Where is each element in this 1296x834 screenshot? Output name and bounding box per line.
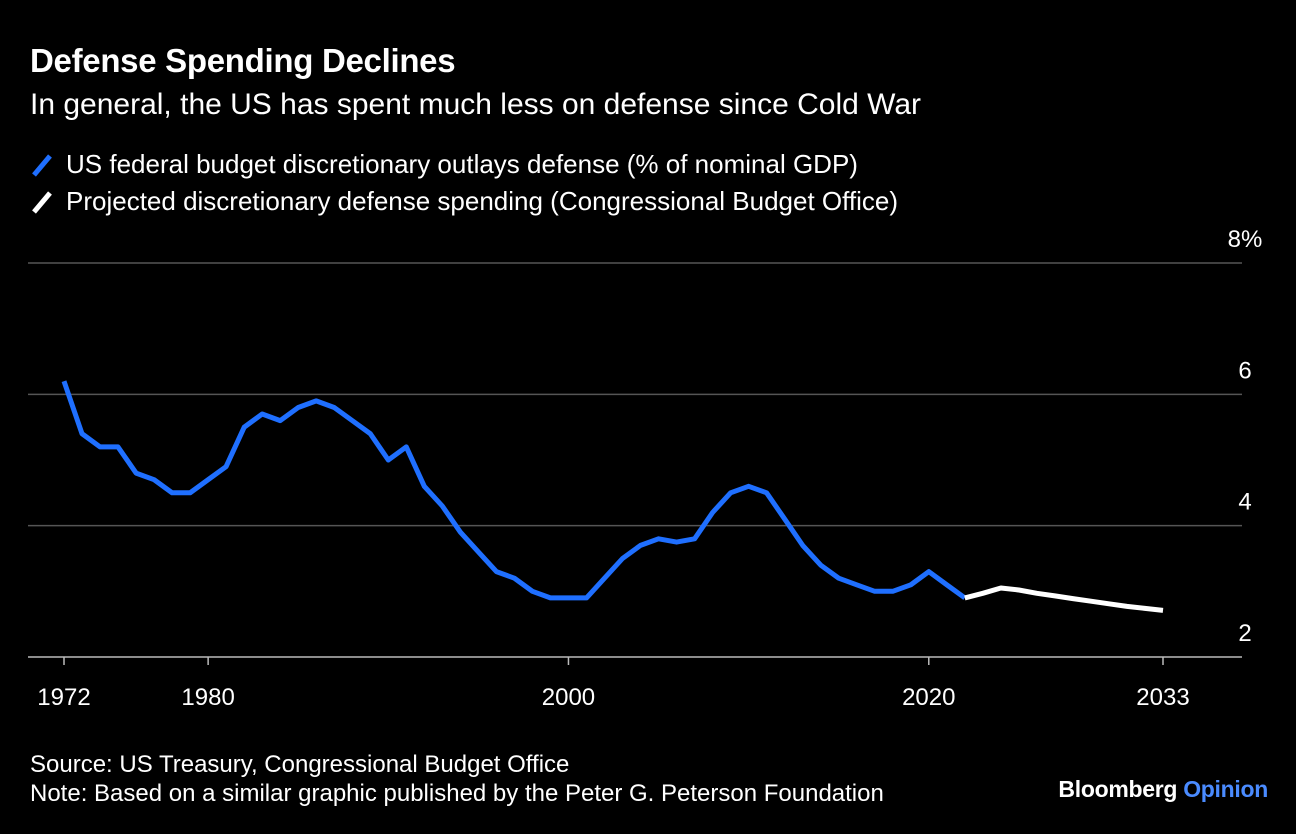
legend-item-actual: US federal budget discretionary outlays … <box>30 146 898 183</box>
axis-layer <box>63 657 1164 665</box>
brand-logo: Bloomberg Opinion <box>1058 776 1268 803</box>
chart-subtitle: In general, the US has spent much less o… <box>30 88 922 121</box>
legend-label-projected: Projected discretionary defense spending… <box>66 186 898 216</box>
methodology-note: Note: Based on a similar graphic publish… <box>30 780 884 807</box>
y-tick-label-4: 4 <box>1238 489 1251 516</box>
series-line-actual <box>61 380 967 601</box>
grid-layer <box>28 262 1242 658</box>
source-note: Source: US Treasury, Congressional Budge… <box>30 751 570 778</box>
series-line-projected <box>964 585 1164 613</box>
x-tick-label-2033: 2033 <box>1136 684 1189 711</box>
label-layer: 8% 6 4 2 1972 1980 2000 2020 2033 <box>37 226 1262 711</box>
legend-item-projected: Projected discretionary defense spending… <box>30 183 898 220</box>
y-tick-label-8: 8% <box>1228 226 1263 253</box>
y-tick-label-6: 6 <box>1238 357 1251 384</box>
x-tick-label-1972: 1972 <box>37 684 90 711</box>
series-layer <box>61 380 1164 613</box>
chart-legend: US federal budget discretionary outlays … <box>30 146 898 220</box>
brand-section: Opinion <box>1183 776 1268 802</box>
brand-name: Bloomberg <box>1058 776 1178 802</box>
x-tick-label-2020: 2020 <box>902 684 955 711</box>
legend-swatch-white <box>32 190 52 214</box>
chart-footer: Source: US Treasury, Congressional Budge… <box>30 750 884 808</box>
legend-swatch-blue <box>32 153 52 177</box>
x-tick-label-2000: 2000 <box>542 684 595 711</box>
x-tick-label-1980: 1980 <box>181 684 234 711</box>
y-tick-label-2: 2 <box>1238 620 1251 647</box>
legend-label-actual: US federal budget discretionary outlays … <box>66 149 858 179</box>
chart-title: Defense Spending Declines <box>30 42 456 79</box>
